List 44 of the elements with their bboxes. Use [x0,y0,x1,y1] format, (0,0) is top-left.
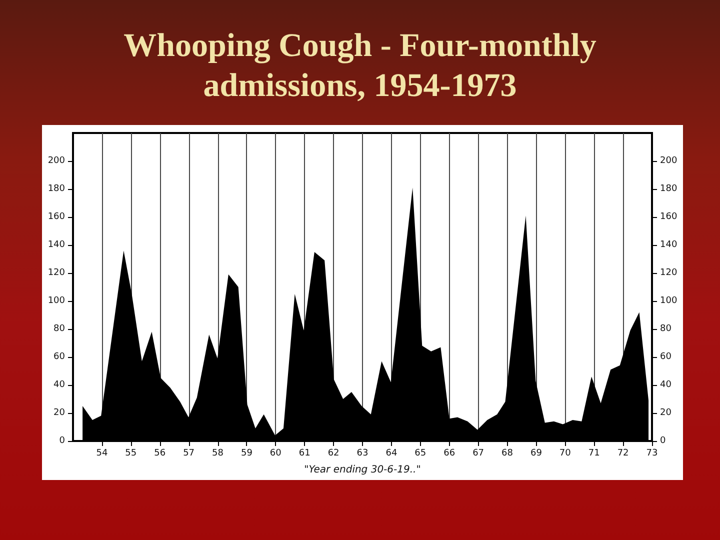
x-tick-label: 56 [154,448,166,458]
y-tick-label: 120 [48,268,66,278]
x-tick-label: 64 [386,448,398,458]
x-tick-label: 57 [183,448,195,458]
y-tick-label: 20 [54,408,66,418]
x-tick-label: 63 [356,448,368,458]
x-tick-label: 55 [125,448,137,458]
chart-title: Whooping Cough - Four-monthly admissions, 1954-1973 [122,27,598,106]
y-tick-label: 140 [48,240,66,250]
x-tick-label: 67 [472,448,484,458]
y2-tick-label: 120 [660,268,678,278]
x-tick-label: 58 [212,448,224,458]
x-tick-label: 69 [530,448,542,458]
x-tick-label: 72 [617,448,629,458]
x-tick-label: 62 [328,448,340,458]
y-tick-label: 180 [48,184,66,194]
y2-tick-label: 180 [660,184,678,194]
y2-tick-label: 0 [660,436,666,446]
y2-tick-label: 80 [660,324,672,334]
y2-tick-label: 160 [660,212,678,222]
x-tick-label: 68 [502,448,514,458]
x-tick-label: 70 [559,448,572,458]
x-tick-label: 65 [414,448,426,458]
y-tick-label: 160 [48,212,66,222]
x-tick-label: 60 [270,448,282,458]
x-tick-label: 59 [240,448,253,458]
y2-tick-label: 100 [660,296,678,306]
y-tick-label: 0 [59,436,66,446]
y2-tick-label: 140 [660,240,678,250]
x-tick-label: 66 [444,448,456,458]
y2-tick-label: 200 [660,156,678,166]
y2-tick-label: 60 [660,352,672,362]
y-tick-label: 200 [48,156,66,166]
x-tick-label: 54 [96,448,108,458]
y-tick-label: 80 [54,324,66,334]
y-tick-label: 100 [48,296,66,306]
x-tick-label: 71 [588,448,600,458]
x-axis-title: "Year ending 30-6-19.." [304,464,421,476]
y2-tick-label: 40 [660,380,672,390]
x-tick-label: 61 [298,448,310,458]
y-tick-label: 60 [54,352,66,362]
y2-tick-label: 20 [660,408,672,418]
x-tick-label: 73 [646,448,658,458]
y-tick-label: 40 [54,380,66,390]
